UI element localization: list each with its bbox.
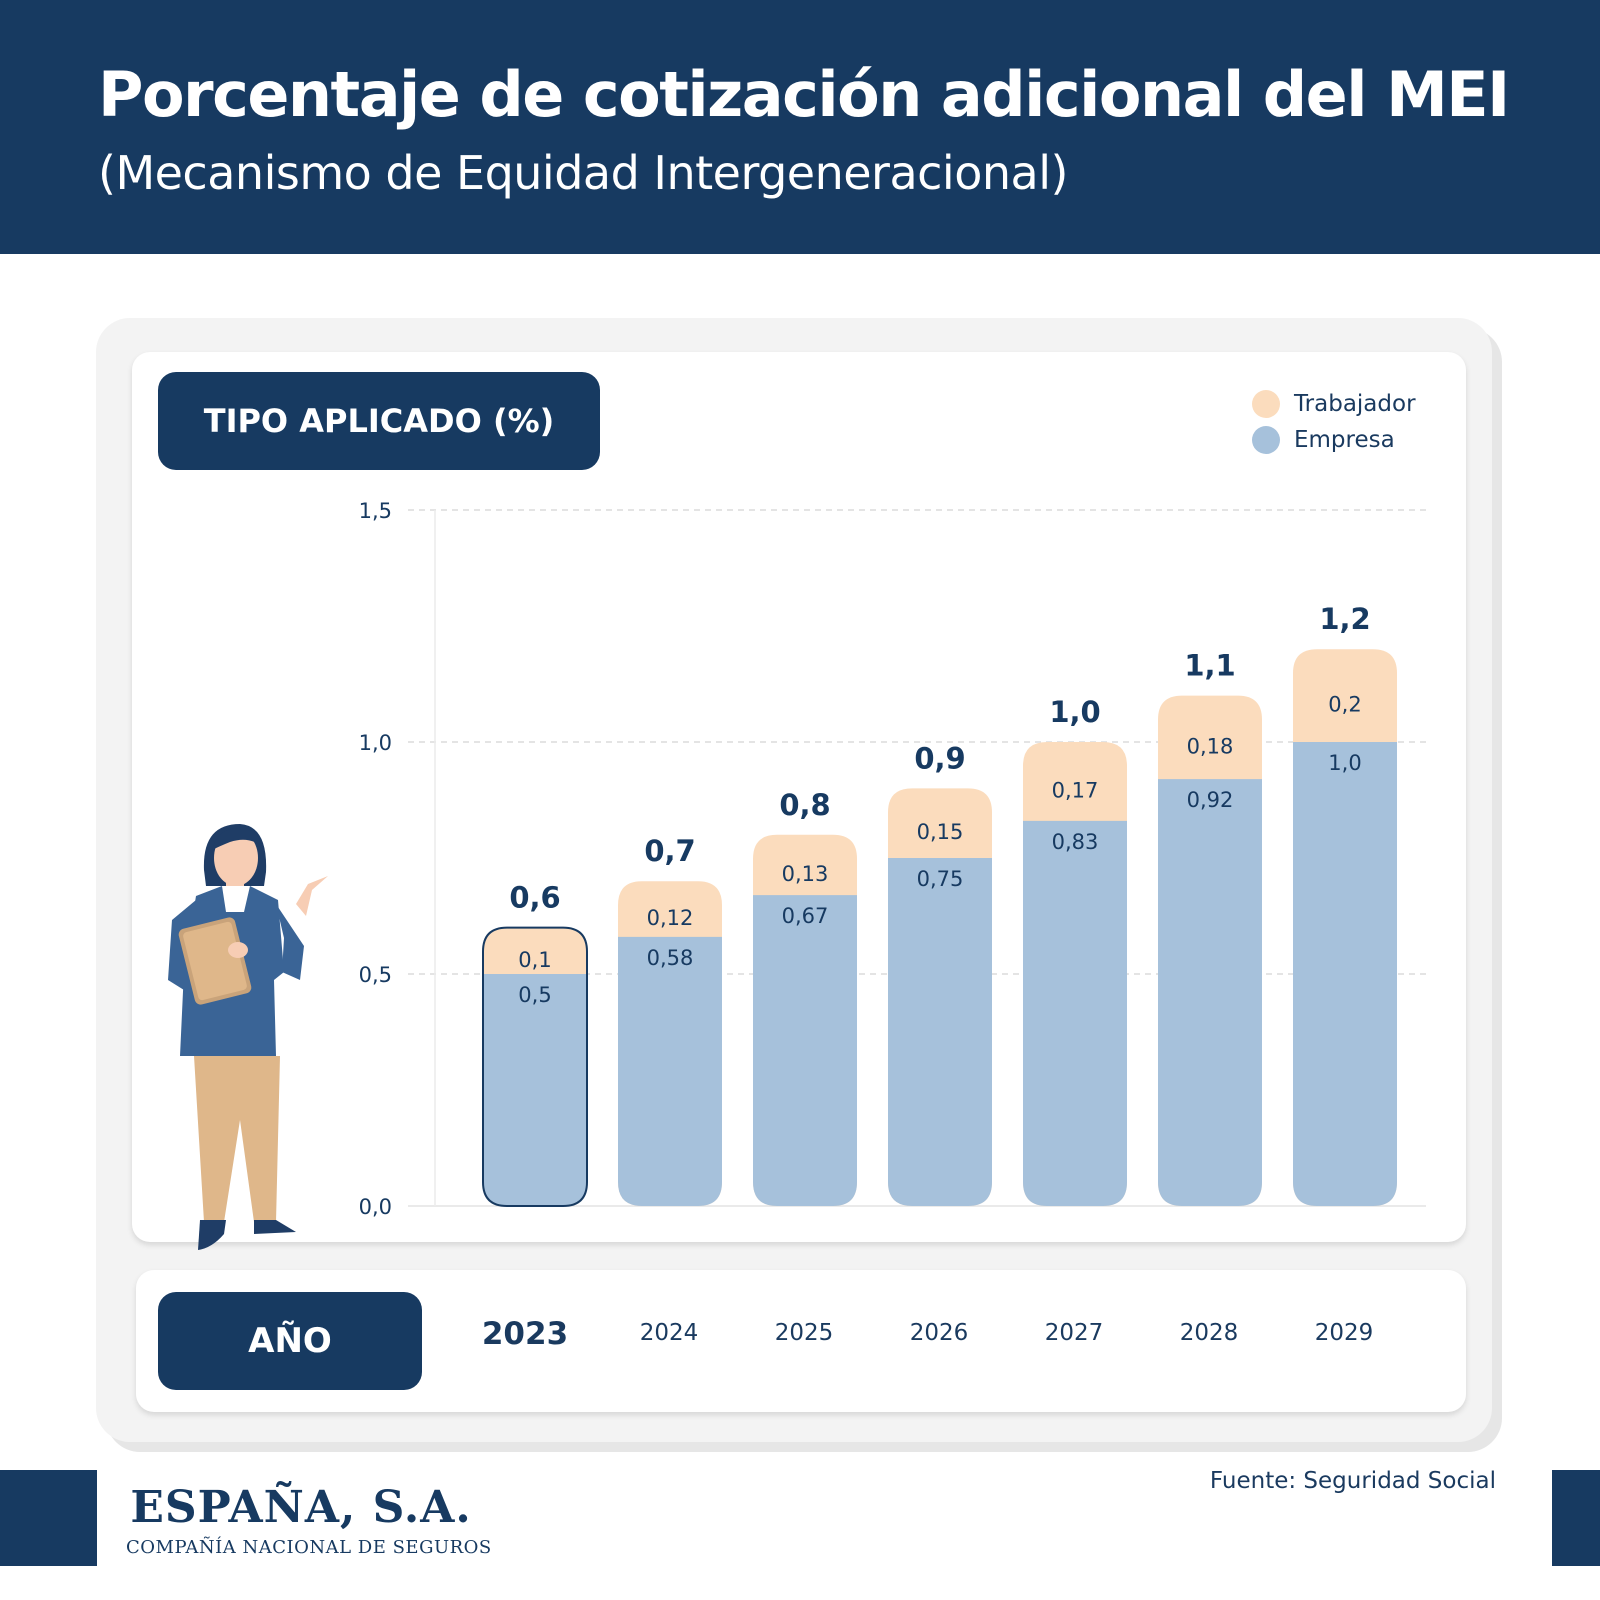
data-label-trabajador-2028: 0,18 [1187,734,1234,758]
legend-item-trabajador: Trabajador [1252,386,1452,422]
data-label-empresa-2029: 1,0 [1328,751,1361,775]
total-label-2029: 1,2 [1319,602,1370,636]
legend: Trabajador Empresa [1252,386,1452,458]
bar-empresa-2027 [1023,820,1127,1206]
data-label-empresa-2028: 0,92 [1187,788,1234,812]
bar-empresa-2024 [618,936,722,1206]
data-label-empresa-2023: 0,5 [518,983,551,1007]
data-label-trabajador-2027: 0,17 [1052,778,1099,802]
data-label-empresa-2026: 0,75 [917,867,964,891]
data-label-trabajador-2024: 0,12 [647,906,694,930]
y-tick-label-0: 0,0 [359,1195,392,1219]
legend-label-trabajador: Trabajador [1294,391,1416,417]
total-label-2023: 0,6 [509,881,560,915]
header-banner: Porcentaje de cotización adicional del M… [0,0,1600,254]
bar-empresa-2025 [753,895,857,1206]
data-label-empresa-2027: 0,83 [1052,830,1099,854]
bar-empresa-2026 [888,858,992,1206]
data-label-empresa-2024: 0,58 [647,946,694,970]
logo-sub-text: COMPAÑÍA NACIONAL DE SEGUROS [126,1537,492,1558]
y-axis-pill: TIPO APLICADO (%) [158,372,600,470]
data-label-trabajador-2025: 0,13 [782,862,829,886]
corner-block-left [0,1470,97,1566]
data-label-empresa-2025: 0,67 [782,904,829,928]
total-label-2026: 0,9 [914,741,965,775]
total-label-2025: 0,8 [779,788,830,822]
page-title: Porcentaje de cotización adicional del M… [98,58,1510,131]
x-axis-pill: AÑO [158,1292,422,1390]
data-label-trabajador-2026: 0,15 [917,820,964,844]
corner-block-right [1552,1470,1600,1566]
total-label-2027: 1,0 [1049,695,1100,729]
legend-label-empresa: Empresa [1294,427,1395,453]
legend-item-empresa: Empresa [1252,422,1452,458]
y-tick-label-3: 1,5 [359,499,392,523]
presenter-illustration [168,824,328,1250]
bar-empresa-2023 [483,974,587,1206]
page-subtitle: (Mecanismo de Equidad Intergeneracional) [98,146,1068,200]
y-tick-label-1: 0,5 [359,963,392,987]
source-note: Fuente: Seguridad Social [1209,1468,1496,1494]
bar-empresa-2028 [1158,779,1262,1206]
bar-empresa-2029 [1293,742,1397,1206]
total-label-2028: 1,1 [1184,649,1235,683]
bar-highlight-outline-2023 [482,926,588,1207]
company-logo: ESPAÑA, S.A. COMPAÑÍA NACIONAL DE SEGURO… [126,1482,492,1558]
y-tick-label-2: 1,0 [359,731,392,755]
data-label-trabajador-2023: 0,1 [518,948,551,972]
total-label-2024: 0,7 [644,834,695,868]
legend-swatch-empresa [1252,426,1280,454]
logo-main-text: ESPAÑA, S.A. [130,1482,472,1533]
data-label-trabajador-2029: 0,2 [1328,693,1361,717]
legend-swatch-trabajador [1252,390,1280,418]
